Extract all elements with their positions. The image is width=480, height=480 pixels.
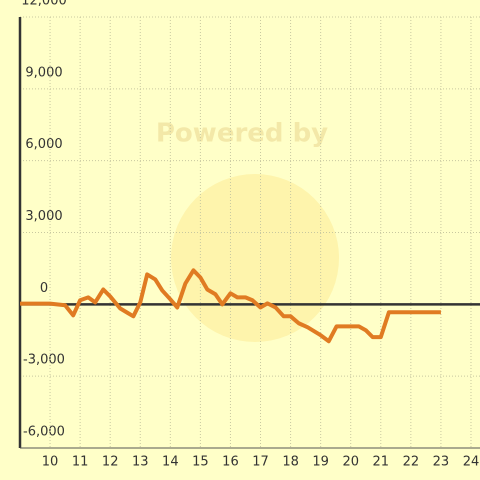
x-tick-label: 13: [132, 455, 149, 470]
y-tick-label: 9,000: [25, 65, 62, 80]
x-tick-label: 10: [42, 455, 59, 470]
x-tick-label: 16: [222, 455, 239, 470]
y-tick-label: -6,000: [23, 425, 65, 440]
x-tick-label: 15: [192, 455, 209, 470]
y-tick-label: 6,000: [25, 137, 62, 152]
x-tick-label: 23: [433, 455, 450, 470]
x-tick-label: 22: [403, 455, 420, 470]
watermark: Powered by: [156, 119, 328, 149]
y-tick-label: 3,000: [25, 209, 62, 224]
x-tick-label: 12: [102, 455, 119, 470]
x-tick-label: 19: [312, 455, 329, 470]
y-tick-label: 0: [40, 281, 48, 296]
x-tick-label: 24: [463, 455, 480, 470]
x-tick-label: 21: [373, 455, 390, 470]
data-line: [20, 268, 441, 344]
x-tick-label: 17: [252, 455, 269, 470]
watermark-logo: [171, 174, 339, 342]
x-tick-label: 20: [342, 455, 359, 470]
y-tick-label: 12,000: [21, 0, 67, 9]
y-tick-label: -3,000: [23, 353, 65, 368]
x-tick-label: 11: [72, 455, 89, 470]
x-tick-label: 14: [162, 455, 179, 470]
x-tick-label: 18: [282, 455, 299, 470]
